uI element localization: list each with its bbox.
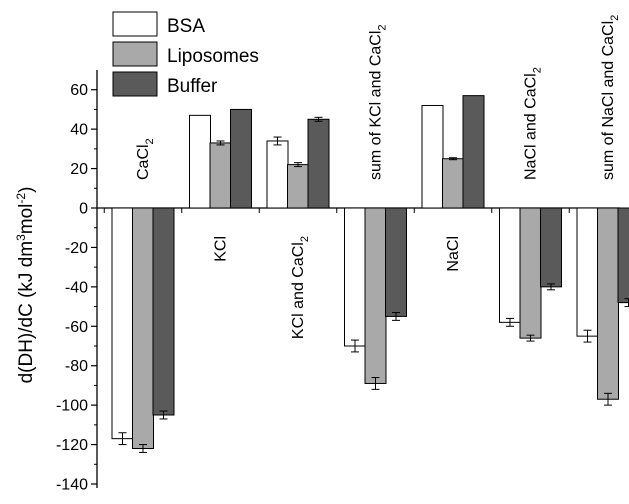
category-label: CaCl2 (135, 138, 156, 180)
bar-liposomes-2 (287, 164, 309, 209)
bar-buffer-5 (540, 207, 562, 288)
bar-liposomes-5 (519, 207, 542, 339)
legend-swatch-bsa (112, 11, 158, 37)
axes: -140 -120 -100 -80 -60 -40 -20 0 20 40 60 d(DH)/dC … (14, 70, 620, 494)
legend-label-bsa: BSA (167, 16, 205, 37)
category-label: KCl (213, 236, 230, 262)
bar-liposomes-1 (209, 142, 232, 209)
bar-bsa-4 (421, 104, 444, 209)
bar-buffer-1 (230, 108, 252, 209)
legend-label-liposomes: Liposomes (167, 46, 259, 67)
y-tick-label: -80 (65, 358, 88, 375)
category-label: NaCl (445, 236, 462, 272)
bars (111, 95, 629, 453)
bar-bsa-5 (499, 207, 521, 323)
y-tick-label: 0 (79, 201, 88, 218)
bar-liposomes-3 (364, 207, 387, 384)
bar-buffer-3 (385, 207, 407, 317)
bar-bsa-1 (189, 114, 211, 209)
y-tick-label: 20 (70, 161, 88, 178)
category-label: KCl and CaCl2 (290, 236, 311, 339)
category-label: NaCl and CaCl2 (523, 67, 544, 180)
y-tick-label: -120 (56, 437, 88, 454)
bar-bsa-2 (266, 140, 289, 209)
category-label: sum of NaCl and CaCl2 (600, 15, 621, 180)
category-label: sum of KCl and CaCl2 (368, 24, 389, 180)
y-tick-label: -20 (65, 240, 88, 257)
bar-bsa-0 (111, 207, 134, 440)
legend-swatch-liposomes (112, 41, 158, 67)
y-axis-title: d(DH)/dC (kJ dm3mol-2) (14, 187, 37, 384)
bar-liposomes-4 (442, 158, 464, 209)
bar-buffer-4 (462, 95, 485, 209)
bar-bsa-3 (344, 207, 366, 347)
legend-swatch-buffer (112, 71, 158, 97)
y-tick-label: 40 (70, 122, 88, 139)
y-tick-label: 60 (70, 82, 88, 99)
bar-liposomes-6 (597, 207, 619, 400)
bar-buffer-2 (307, 118, 330, 209)
y-tick-label: -40 (65, 279, 88, 296)
y-tick-label: -60 (65, 319, 88, 336)
legend-label-buffer: Buffer (167, 76, 218, 97)
bar-buffer-6 (617, 207, 629, 304)
y-tick-label: -100 (56, 398, 88, 415)
legend: BSA Liposomes Buffer (112, 11, 259, 97)
y-tick-label: -140 (56, 477, 88, 494)
category-labels: CaCl2 KCl KCl and CaCl2 sum of KCl and CaCl… (135, 15, 621, 339)
bar-bsa-6 (576, 207, 599, 337)
bar-liposomes-0 (132, 207, 154, 450)
bar-buffer-0 (152, 207, 175, 416)
